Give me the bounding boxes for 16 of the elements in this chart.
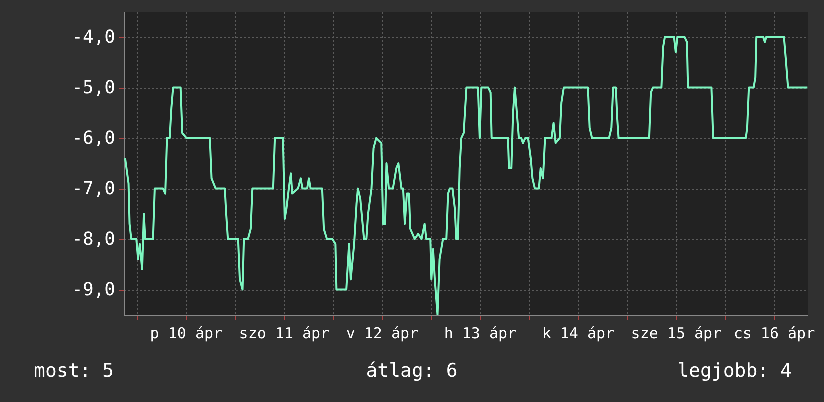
x-tick-label: p 10 ápr xyxy=(150,324,223,342)
x-tick-label: cs 16 ápr xyxy=(734,324,816,342)
x-tick-label: h 13 ápr xyxy=(444,324,517,342)
y-tick-label: -7,0 xyxy=(72,178,116,200)
y-tick-label: -8,0 xyxy=(72,228,116,250)
text: legjobb: 4 xyxy=(678,360,792,382)
y-tick-label: -9,0 xyxy=(72,279,116,300)
x-tick-label: k 14 ápr xyxy=(542,324,615,342)
y-tick-label: -5,0 xyxy=(72,77,116,98)
x-tick-label: szo 11 ápr xyxy=(239,324,330,342)
y-tick-label: -4,0 xyxy=(72,26,116,48)
y-tick-label: -6,0 xyxy=(72,128,116,149)
text: most: 5 xyxy=(34,360,114,382)
x-tick-label: sze 15 ápr xyxy=(631,324,722,342)
x-tick-label: v 12 ápr xyxy=(346,324,419,342)
text: átlag: 6 xyxy=(366,360,458,382)
